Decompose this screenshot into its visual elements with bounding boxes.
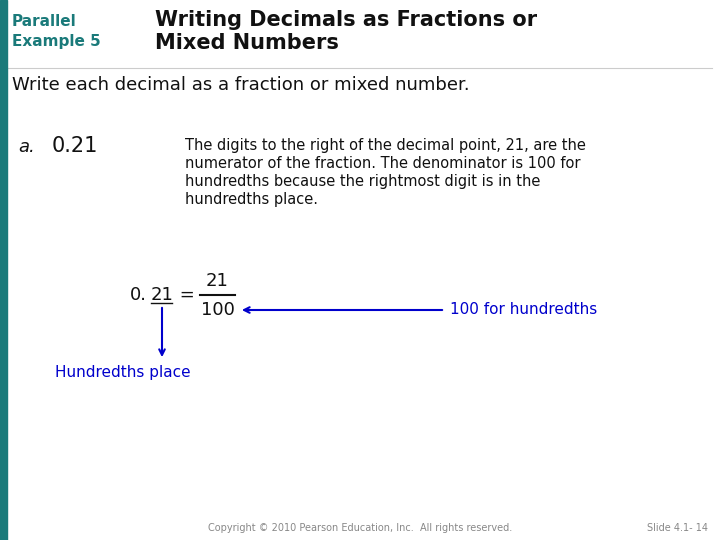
Text: 100 for hundredths: 100 for hundredths <box>450 302 598 318</box>
Text: Mixed Numbers: Mixed Numbers <box>155 33 339 53</box>
Text: 0.21: 0.21 <box>52 136 99 156</box>
Text: hundredths because the rightmost digit is in the: hundredths because the rightmost digit i… <box>185 174 541 189</box>
Text: Parallel: Parallel <box>12 14 77 29</box>
Text: 21: 21 <box>206 272 229 290</box>
Text: numerator of the fraction. The denominator is 100 for: numerator of the fraction. The denominat… <box>185 156 580 171</box>
Text: Example 5: Example 5 <box>12 34 101 49</box>
Text: Write each decimal as a fraction or mixed number.: Write each decimal as a fraction or mixe… <box>12 76 469 94</box>
Text: hundredths place.: hundredths place. <box>185 192 318 207</box>
Text: Writing Decimals as Fractions or: Writing Decimals as Fractions or <box>155 10 537 30</box>
Text: Copyright © 2010 Pearson Education, Inc.  All rights reserved.: Copyright © 2010 Pearson Education, Inc.… <box>208 523 512 533</box>
Text: a.: a. <box>18 138 35 156</box>
Text: =: = <box>174 286 194 304</box>
Text: 21: 21 <box>151 286 174 304</box>
Text: Slide 4.1- 14: Slide 4.1- 14 <box>647 523 708 533</box>
Text: 100: 100 <box>201 301 235 319</box>
Text: The digits to the right of the decimal point, 21, are the: The digits to the right of the decimal p… <box>185 138 586 153</box>
Bar <box>0 0 7 540</box>
Text: 0.: 0. <box>130 286 147 304</box>
Text: Hundredths place: Hundredths place <box>55 365 191 380</box>
